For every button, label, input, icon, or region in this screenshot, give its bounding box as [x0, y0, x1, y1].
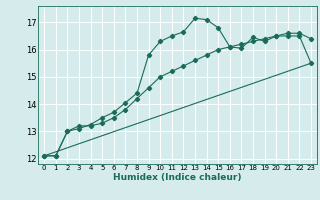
X-axis label: Humidex (Indice chaleur): Humidex (Indice chaleur): [113, 173, 242, 182]
